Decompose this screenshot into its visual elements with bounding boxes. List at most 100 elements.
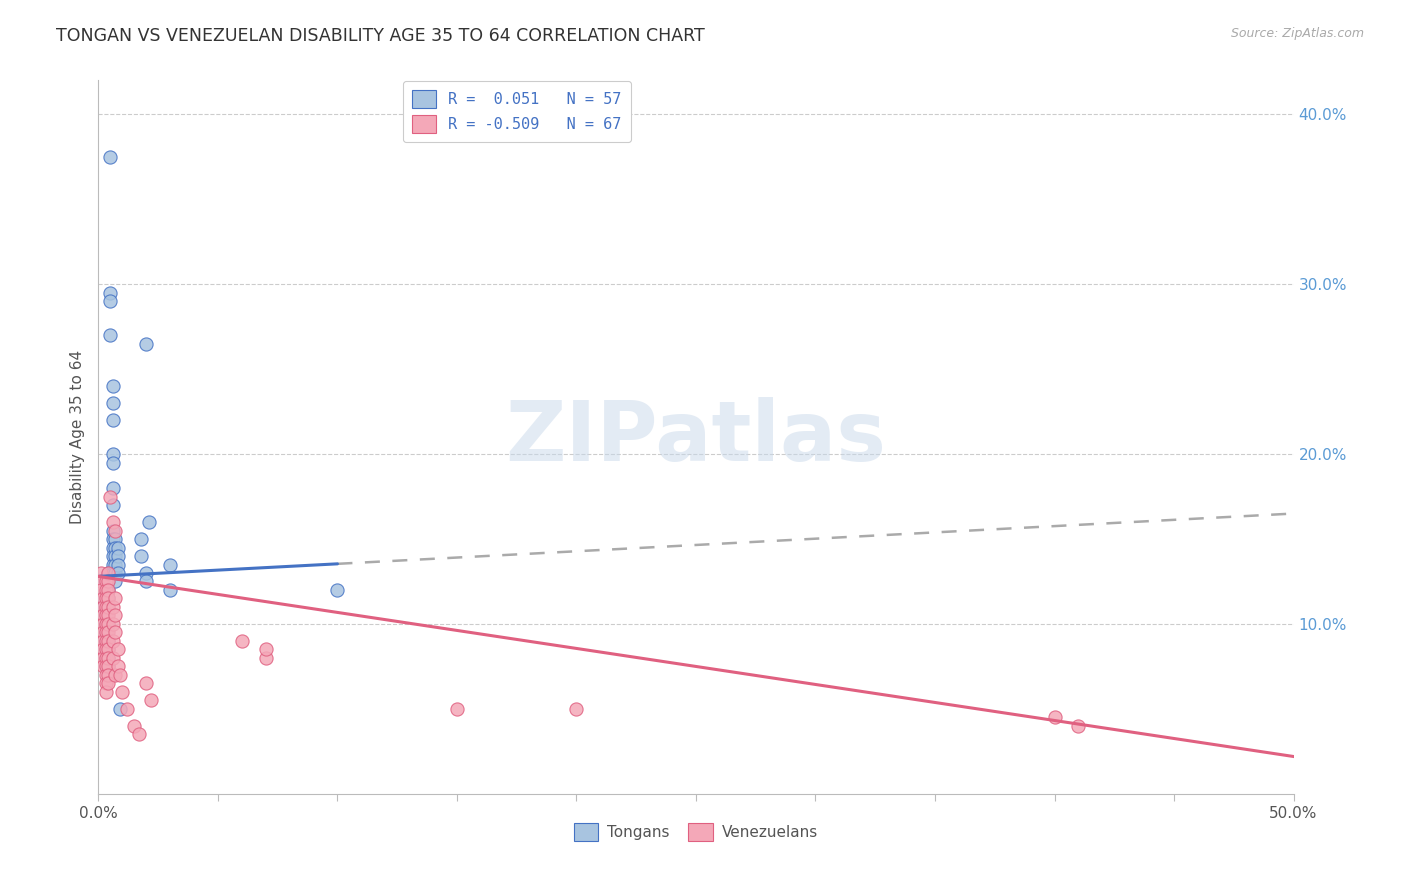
Point (101, 599, 124, 614)
Point (91, 574, 114, 589)
Point (97, 599, 120, 614)
Point (101, 515, 124, 529)
Point (97, 566, 120, 580)
Point (97, 659, 120, 673)
Point (97, 651, 120, 665)
Point (101, 634, 124, 648)
Point (97, 591, 120, 606)
Point (107, 549, 129, 563)
Point (139, 693, 162, 707)
Point (94, 659, 117, 673)
Point (107, 558, 129, 572)
Text: ZIPatlas: ZIPatlas (506, 397, 886, 477)
Point (97, 582, 120, 597)
Point (97, 617, 120, 632)
Point (97, 574, 120, 589)
Point (135, 574, 157, 589)
Point (97, 566, 120, 580)
Point (104, 625, 127, 640)
Point (101, 651, 124, 665)
Point (97, 642, 120, 657)
Point (94, 599, 117, 614)
Point (94, 651, 117, 665)
Point (94, 617, 117, 632)
Point (104, 668, 127, 682)
Point (94, 642, 117, 657)
Text: TONGAN VS VENEZUELAN DISABILITY AGE 35 TO 64 CORRELATION CHART: TONGAN VS VENEZUELAN DISABILITY AGE 35 T… (56, 27, 704, 45)
Point (97, 668, 120, 682)
Point (104, 558, 127, 572)
Point (128, 727, 150, 741)
Point (91, 659, 114, 673)
Point (108, 668, 131, 682)
Point (94, 676, 117, 690)
Point (97, 608, 120, 623)
Point (231, 634, 253, 648)
Point (101, 549, 124, 563)
Point (107, 659, 129, 673)
Point (91, 599, 114, 614)
Point (91, 617, 114, 632)
Point (94, 625, 117, 640)
Point (91, 634, 114, 648)
Point (138, 515, 160, 529)
Point (135, 566, 157, 580)
Point (101, 456, 124, 470)
Point (97, 642, 120, 657)
Point (94, 608, 117, 623)
Point (97, 659, 120, 673)
Point (254, 642, 277, 657)
Point (1043, 710, 1066, 724)
Point (104, 574, 127, 589)
Point (101, 396, 124, 410)
Point (101, 413, 124, 427)
Point (135, 336, 157, 351)
Point (97, 591, 120, 606)
Point (131, 532, 153, 546)
Point (94, 591, 117, 606)
Text: Source: ZipAtlas.com: Source: ZipAtlas.com (1230, 27, 1364, 40)
Point (97, 651, 120, 665)
Point (115, 702, 138, 716)
Point (94, 634, 117, 648)
Point (254, 651, 277, 665)
Point (107, 642, 129, 657)
Point (101, 617, 124, 632)
Point (104, 566, 127, 580)
Point (107, 566, 129, 580)
Point (98, 328, 122, 343)
Point (97, 634, 120, 648)
Point (97, 599, 120, 614)
Point (104, 524, 127, 538)
Point (101, 541, 124, 555)
Point (98, 150, 122, 164)
Point (94, 608, 117, 623)
Point (101, 379, 124, 393)
Point (159, 558, 181, 572)
Point (159, 582, 181, 597)
Point (101, 558, 124, 572)
Legend: Tongans, Venezuelans: Tongans, Venezuelans (568, 817, 824, 847)
Point (94, 625, 117, 640)
Point (91, 599, 114, 614)
Point (1067, 719, 1090, 733)
Point (91, 625, 114, 640)
Point (108, 702, 131, 716)
Point (131, 549, 153, 563)
Point (565, 702, 588, 716)
Point (97, 582, 120, 597)
Point (111, 685, 134, 699)
Point (97, 676, 120, 690)
Point (91, 642, 114, 657)
Point (101, 481, 124, 495)
Point (90, 574, 112, 589)
Point (101, 524, 124, 538)
Point (90, 566, 112, 580)
Point (446, 702, 468, 716)
Point (326, 582, 349, 597)
Point (94, 642, 117, 657)
Point (97, 625, 120, 640)
Y-axis label: Disability Age 35 to 64: Disability Age 35 to 64 (69, 350, 84, 524)
Point (94, 659, 117, 673)
Point (91, 591, 114, 606)
